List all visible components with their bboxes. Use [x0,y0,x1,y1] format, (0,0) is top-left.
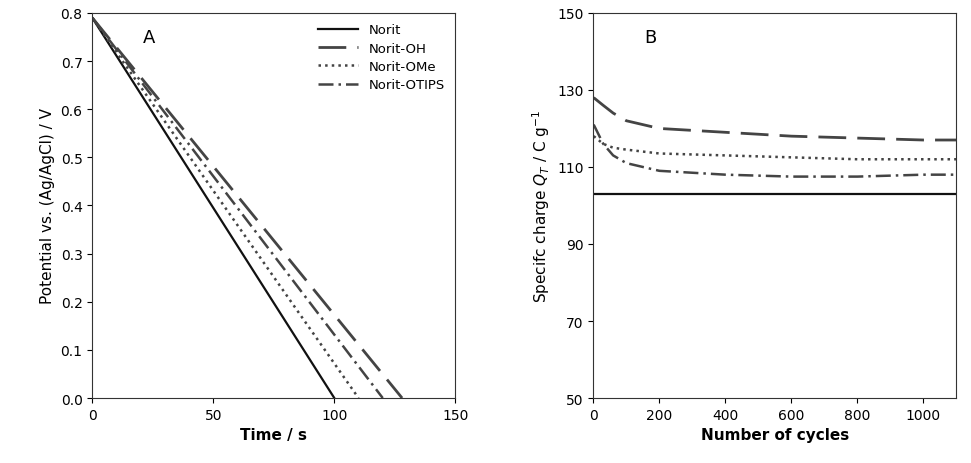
Norit-OH [653,126,665,132]
Norit-OMe [951,157,962,163]
Y-axis label: Potential vs. (Ag/AgCl) / V: Potential vs. (Ag/AgCl) / V [40,108,55,304]
Norit-OTIPS [852,175,863,180]
Norit-OH [607,111,619,117]
Norit-OMe [786,155,797,161]
Norit-OMe [607,145,619,151]
Norit-OH [918,138,929,144]
Norit-OMe [720,153,731,159]
Norit-OH [597,103,609,109]
Line: Norit-OH: Norit-OH [593,99,956,141]
Norit-OH [720,130,731,136]
Norit-OH [852,136,863,142]
Norit-OMe [918,157,929,163]
Legend: Norit, Norit-OH, Norit-OMe, Norit-OTIPS: Norit, Norit-OH, Norit-OMe, Norit-OTIPS [315,20,449,96]
Norit-OH [620,119,632,124]
Norit-OTIPS [786,175,797,180]
Line: Norit-OTIPS: Norit-OTIPS [593,125,956,177]
Norit-OMe [587,134,599,140]
Text: B: B [644,29,656,47]
Line: Norit-OMe: Norit-OMe [593,137,956,160]
Norit-OMe [852,157,863,163]
X-axis label: Number of cycles: Number of cycles [701,427,849,442]
Norit-OTIPS [951,173,962,178]
Norit-OMe [653,151,665,157]
Norit-OTIPS [653,169,665,174]
Norit-OTIPS [720,173,731,178]
X-axis label: Time / s: Time / s [240,427,307,442]
Norit-OTIPS [918,173,929,178]
Norit-OMe [620,148,632,153]
Norit-OTIPS [597,142,609,147]
Norit-OH [951,138,962,144]
Norit-OH [786,134,797,140]
Y-axis label: Specifc charge $Q_T$ / C g$^{-1}$: Specifc charge $Q_T$ / C g$^{-1}$ [530,110,552,302]
Norit-OTIPS [620,161,632,167]
Norit-OMe [597,142,609,147]
Norit-OTIPS [607,153,619,159]
Norit-OTIPS [587,123,599,128]
Norit-OH [587,96,599,101]
Text: A: A [143,29,155,47]
